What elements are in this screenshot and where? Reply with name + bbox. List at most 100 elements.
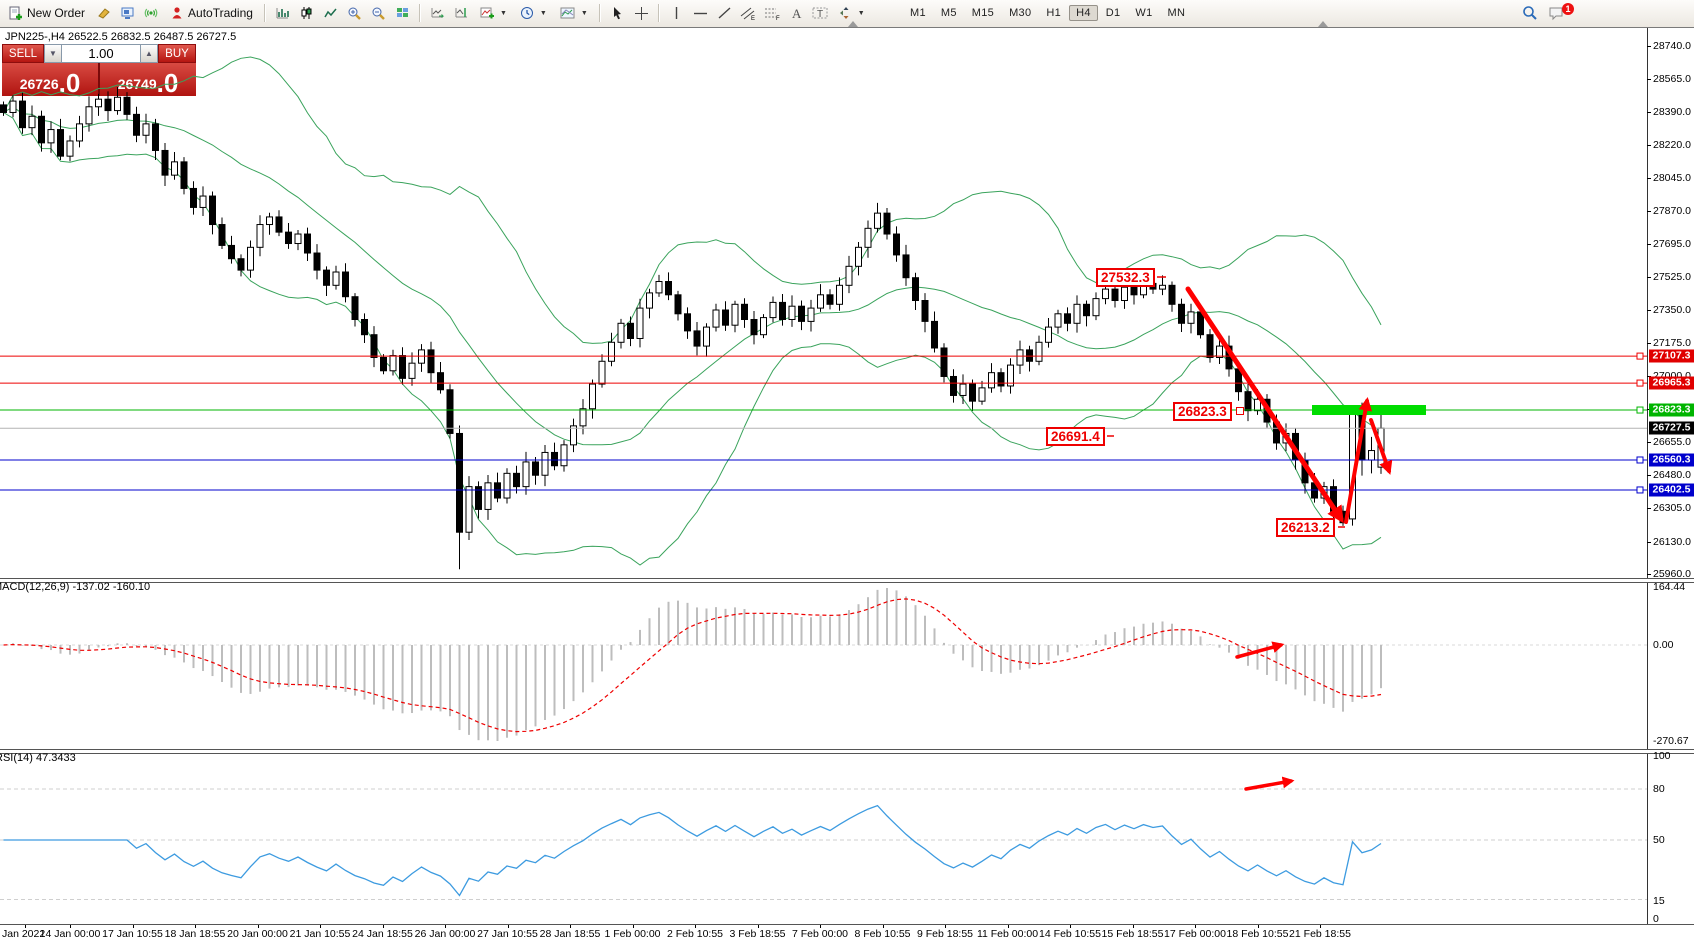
metaeditor-icon[interactable] [92, 2, 115, 24]
horizontal-line-button[interactable] [689, 2, 712, 24]
timeframe-D1[interactable]: D1 [1105, 7, 1121, 19]
price-axis-line[interactable] [1647, 28, 1648, 925]
time-axis-tick[interactable]: 14 Feb 10:55 [1039, 928, 1101, 940]
fibonacci-button[interactable]: F [761, 2, 784, 24]
line-chart-button[interactable] [319, 2, 342, 24]
annotation-handle[interactable] [1236, 407, 1244, 415]
time-axis-tick[interactable]: 7 Feb 00:00 [791, 928, 849, 940]
green-zone-rectangle[interactable] [1312, 405, 1426, 415]
price-annotation-box[interactable]: 26823.3 [1173, 402, 1232, 421]
text-label-button[interactable]: T [809, 2, 832, 24]
price-annotation-box[interactable]: 27532.3 [1096, 268, 1155, 287]
time-axis-tick[interactable]: 18 Jan 18:55 [164, 928, 226, 940]
autotrading-button[interactable]: AutoTrading [164, 4, 259, 22]
time-axis-tick[interactable]: 18 Feb 10:55 [1226, 928, 1289, 940]
zoom-out-button[interactable] [367, 2, 390, 24]
hline-handle[interactable] [1636, 486, 1644, 494]
cursor-button[interactable] [606, 2, 629, 24]
timeframe-MN[interactable]: MN [1167, 7, 1186, 19]
time-axis-tick[interactable]: 17 Feb 00:00 [1164, 928, 1226, 940]
crosshair-button[interactable] [630, 2, 653, 24]
zoom-in-button[interactable] [343, 2, 366, 24]
timeframe-M15[interactable]: M15 [971, 7, 995, 19]
macd-arrow[interactable] [1235, 641, 1285, 659]
time-axis-tick[interactable]: 26 Jan 00:00 [414, 928, 476, 940]
timeframe-W1[interactable]: W1 [1135, 7, 1153, 19]
price-annotation-box[interactable]: 26213.2 [1276, 518, 1335, 537]
search-icon[interactable] [1518, 2, 1541, 24]
price-annotation-box[interactable]: 26691.4 [1046, 427, 1105, 446]
timeframe-M30[interactable]: M30 [1009, 7, 1032, 19]
price-chip-26823.3: 26823.3 [1649, 403, 1694, 417]
trend-arrow[interactable] [1185, 286, 1344, 524]
price-axis-tickmark [1647, 211, 1651, 213]
macd-pane-separator[interactable] [0, 578, 1694, 583]
candle [1121, 286, 1128, 302]
text-button[interactable]: A [785, 2, 808, 24]
dropdown-caret: ▼ [580, 9, 588, 17]
time-axis-tick[interactable]: 3 Feb 18:55 [729, 928, 786, 940]
time-axis-tick[interactable]: 27 Jan 10:55 [477, 928, 538, 940]
price-axis-tickmark [1647, 475, 1651, 477]
bar-chart-button[interactable] [271, 2, 294, 24]
hline-handle[interactable] [1636, 379, 1644, 387]
channel-button[interactable]: E [737, 2, 760, 24]
pane-splitter-marker[interactable] [848, 21, 858, 27]
buy-button[interactable]: BUY [158, 44, 196, 63]
candle [855, 246, 862, 267]
sell-button[interactable]: SELL [2, 44, 44, 63]
indicators-button[interactable]: ▼ [474, 4, 513, 22]
rsi-pane-separator[interactable] [0, 749, 1694, 754]
rsi-arrow[interactable] [1244, 776, 1295, 791]
candle [456, 432, 463, 533]
time-axis-tick[interactable]: 8 Feb 10:55 [854, 928, 911, 940]
auto-scroll-button[interactable] [426, 2, 449, 24]
candle [503, 472, 511, 499]
hline-handle[interactable] [1636, 456, 1644, 464]
periods-button[interactable]: ▼ [514, 4, 553, 23]
timeframe-M5[interactable]: M5 [940, 7, 957, 19]
timeframe-H4[interactable]: H4 [1069, 5, 1098, 21]
hline-handle[interactable] [1636, 352, 1644, 360]
time-axis-tickmark [945, 925, 946, 928]
time-axis-tick[interactable]: 14 Jan 00:00 [39, 928, 101, 940]
time-axis-tick[interactable]: 15 Feb 18:55 [1101, 928, 1164, 940]
timeframe-H1[interactable]: H1 [1046, 7, 1062, 19]
timeframe-M1[interactable]: M1 [910, 7, 926, 19]
vertical-line-button[interactable] [665, 2, 688, 24]
time-axis-tick[interactable]: 17 Jan 10:55 [102, 928, 163, 940]
trendline-button[interactable] [713, 2, 736, 24]
tile-windows-button[interactable] [391, 2, 414, 24]
time-axis-tick[interactable]: 24 Jan 18:55 [352, 928, 413, 940]
time-axis-tick[interactable]: 21 Feb 18:55 [1289, 928, 1351, 940]
lot-decrease-button[interactable]: ▼ [44, 44, 62, 63]
macd-pane[interactable] [0, 581, 1647, 748]
sell-price[interactable]: 26726 .0 [2, 63, 98, 96]
lot-increase-button[interactable]: ▲ [140, 44, 158, 63]
time-axis-tick[interactable]: 11 Feb 00:00 [976, 928, 1039, 940]
terminal-icon[interactable] [116, 2, 139, 24]
lot-size-input[interactable] [62, 44, 140, 63]
time-axis-tick[interactable]: Jan 2022 [2, 928, 46, 940]
buy-price[interactable]: 26749 .0 [100, 63, 196, 96]
time-axis-tick[interactable]: 2 Feb 10:55 [666, 928, 724, 940]
price-pane[interactable] [0, 28, 1647, 578]
time-axis-tick[interactable]: 20 Jan 00:00 [227, 928, 288, 940]
candlestick-button[interactable] [295, 2, 318, 24]
chart-shift-button[interactable] [450, 2, 473, 24]
templates-button[interactable]: ▼ [554, 4, 594, 22]
trend-arrow[interactable] [1344, 396, 1373, 524]
pane-splitter-marker[interactable] [1318, 21, 1328, 27]
arrows-button[interactable]: ▼ [833, 4, 871, 22]
signals-icon[interactable] [140, 2, 163, 24]
time-axis-tick[interactable]: 9 Feb 18:55 [916, 928, 974, 940]
time-axis-tick[interactable]: 28 Jan 18:55 [539, 928, 601, 940]
time-axis-tick[interactable]: 1 Feb 00:00 [604, 928, 661, 940]
hline-handle[interactable] [1636, 406, 1644, 414]
time-axis-tick[interactable]: 21 Jan 10:55 [289, 928, 351, 940]
notifications-icon[interactable]: 1 [1545, 2, 1574, 24]
new-order-button[interactable]: New Order [2, 4, 91, 23]
trend-arrow[interactable] [1369, 418, 1393, 475]
rsi-pane[interactable] [0, 751, 1647, 923]
candle [1168, 284, 1176, 305]
